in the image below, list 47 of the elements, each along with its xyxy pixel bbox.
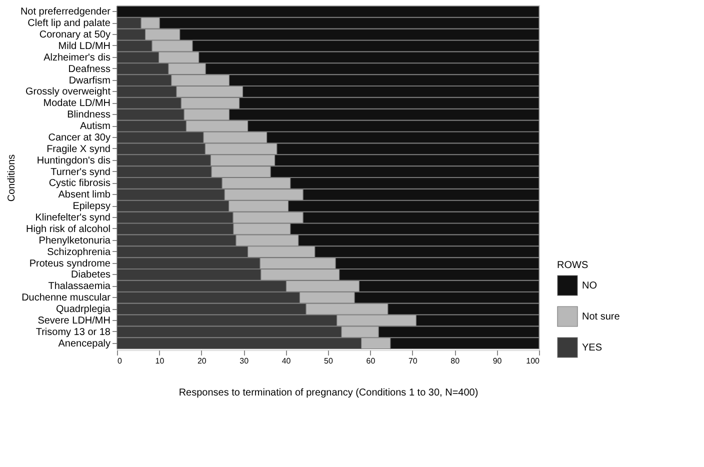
y-tick-label: Severe LDH/MH [38,315,110,326]
y-tick-label: Phenylketonuria [38,235,111,246]
y-tick-label: Fragile X synd [46,144,110,155]
x-tick-label: 10 [155,356,165,366]
x-tick-label: 70 [408,356,418,366]
y-tick-label: Cancer at 30y [48,132,110,144]
y-tick-label: Trisomy 13 or 18 [36,326,111,338]
y-tick-label: Grossly overweight [25,86,111,98]
x-tick-label: 20 [197,356,207,366]
y-tick-label: Absent limb [58,190,111,201]
y-tick-label: Quadrplegia [56,304,111,316]
y-tick-label: Schizophrenia [47,246,111,258]
y-tick-label: Anencepaly [58,338,110,350]
y-tick-label: Proteus syndrome [29,258,111,270]
legend-label: Not sure [582,312,620,322]
x-tick-label: 100 [526,356,540,366]
y-tick-label: Turner's synd [50,166,110,178]
y-tick-label: Klinefelter's synd [35,212,110,224]
y-tick-label: Cleft lip and palate [28,18,111,30]
y-tick-label: Epilepsy [72,201,110,212]
y-tick-label: Autism [80,121,110,132]
x-tick-label: 0 [118,356,122,366]
y-tick-label: Modate LD/MH [43,98,110,110]
y-tick-label: Duchenne muscular [22,292,112,304]
x-tick-label: 40 [282,356,292,366]
y-tick-label: Blindness [67,110,110,121]
legend-label: YES [582,342,602,354]
y-tick-label: Thalassaemia [48,281,111,292]
x-tick-label: 50 [324,356,334,366]
y-tick-label: Dwarfism [68,75,110,86]
y-tick-label: Alzheimer's dis [44,52,110,64]
y-tick-label: Huntingdon's dis [36,155,110,166]
x-tick-label: 60 [366,356,376,366]
x-tick-label: 80 [450,356,460,366]
y-tick-label: Cystic fibrosis [48,178,110,190]
y-axis-title: Conditions [6,154,18,202]
x-tick-label: 30 [240,356,250,366]
legend-title: ROWS [557,260,588,271]
legend-label: NO [582,280,598,292]
y-tick-label: Diabetes [71,270,110,281]
y-tick-label: High risk of alcohol [26,224,110,235]
x-axis-title: Responses to termination of pregnancy (Conditions 1 to 30, N=400) [178,388,478,398]
y-tick-label: Deafness [68,64,110,75]
y-tick-label: Coronary at 50y [39,30,110,41]
y-tick-label: Mild LD/MH [58,40,110,52]
y-tick-label: Not preferredgender [20,6,112,18]
x-tick-label: 90 [492,356,502,366]
